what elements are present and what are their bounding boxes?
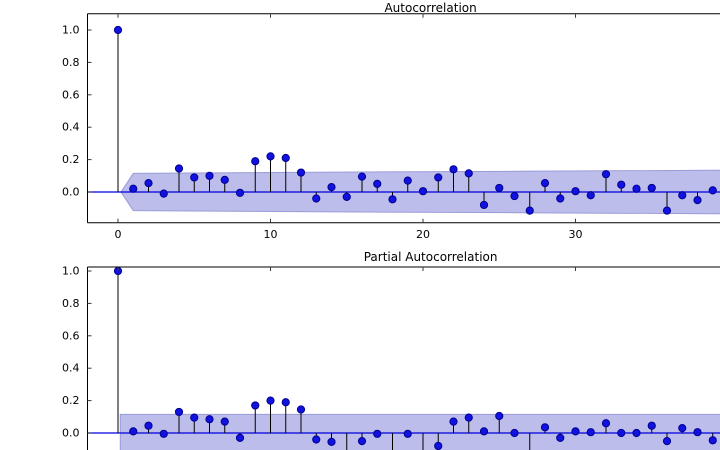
pacf-marker-lag-36 <box>662 437 672 446</box>
pacf-marker-lag-39 <box>708 436 717 445</box>
acf-marker-lag-12 <box>296 168 306 177</box>
pacf-marker-lag-11 <box>281 398 290 407</box>
acf-xtick-label: 0 <box>115 228 122 241</box>
acf-ytick-label: 0.0 <box>62 186 80 199</box>
acf-marker-lag-9 <box>251 157 260 166</box>
pacf-marker-lag-12 <box>296 405 306 414</box>
pacf-marker-lag-1 <box>129 427 138 436</box>
acf-marker-lag-38 <box>693 196 702 205</box>
pacf-marker-lag-9 <box>251 401 260 410</box>
acf-xtick-label: 10 <box>264 228 278 241</box>
acf-ytick-label: 0.8 <box>62 56 80 69</box>
acf-marker-lag-11 <box>281 153 290 163</box>
acf-marker-lag-10 <box>266 152 275 161</box>
acf-marker-lag-5 <box>190 173 199 182</box>
pacf-marker-lag-32 <box>601 419 611 428</box>
acf-xtick-label: 20 <box>416 228 430 241</box>
acf-marker-lag-6 <box>205 171 214 180</box>
pacf-marker-lag-34 <box>632 428 641 438</box>
acf-marker-lag-1 <box>129 184 138 193</box>
acf-xtick-label: 30 <box>569 228 583 241</box>
acf-marker-lag-33 <box>617 180 626 189</box>
pacf-marker-lag-25 <box>495 411 504 421</box>
pacf-ytick-label: 1.0 <box>62 265 80 278</box>
pacf-marker-lag-26 <box>510 428 519 438</box>
acf-marker-lag-29 <box>556 194 565 203</box>
acf-marker-lag-7 <box>220 175 229 184</box>
acf-marker-lag-8 <box>235 188 245 197</box>
acf-marker-lag-25 <box>495 183 504 193</box>
pacf-marker-lag-35 <box>647 421 656 430</box>
acf-marker-lag-39 <box>708 186 717 195</box>
pacf-marker-lag-24 <box>479 427 489 436</box>
pacf-marker-lag-38 <box>693 428 702 437</box>
acf-marker-lag-34 <box>632 184 641 193</box>
pacf-marker-lag-16 <box>357 437 367 446</box>
acf-marker-lag-14 <box>327 183 336 192</box>
acf-marker-lag-18 <box>388 195 397 204</box>
pacf-ytick-label: 0.0 <box>62 427 80 440</box>
acf-marker-lag-19 <box>403 176 412 185</box>
acf-marker-lag-35 <box>647 183 656 193</box>
acf-marker-lag-13 <box>312 194 321 203</box>
pacf-marker-lag-37 <box>678 424 687 433</box>
acf-marker-lag-16 <box>357 172 367 181</box>
acf-marker-lag-26 <box>510 191 519 201</box>
pacf-marker-lag-29 <box>556 433 565 442</box>
acf-ytick-label: 1.0 <box>62 24 80 37</box>
pacf-marker-lag-19 <box>403 429 412 438</box>
pacf-marker-lag-2 <box>144 421 153 430</box>
pacf-marker-lag-4 <box>174 407 184 417</box>
pacf-subplot: 0.0 0.2 0.4 0.6 0.8 1.0 <box>62 265 720 450</box>
pacf-marker-lag-3 <box>159 429 168 438</box>
pacf-marker-lag-31 <box>586 428 595 437</box>
acf-marker-lag-17 <box>373 179 382 188</box>
acf-marker-lag-32 <box>601 170 611 179</box>
acf-marker-lag-23 <box>464 169 473 178</box>
acf-marker-lag-21 <box>434 173 443 182</box>
pacf-marker-lag-28 <box>540 423 550 432</box>
acf-marker-lag-37 <box>678 191 687 200</box>
acf-marker-lag-27 <box>525 206 534 215</box>
acf-marker-lag-2 <box>144 178 153 188</box>
pacf-marker-lag-8 <box>235 433 245 442</box>
acf-marker-lag-36 <box>662 206 672 215</box>
acf-marker-lag-22 <box>449 165 458 174</box>
acf-marker-lag-24 <box>479 200 489 210</box>
acf-title: Autocorrelation <box>384 1 476 15</box>
pacf-ytick-label: 0.8 <box>62 297 80 310</box>
pacf-ytick-label: 0.2 <box>62 394 80 407</box>
pacf-ytick-label: 0.4 <box>62 362 80 375</box>
pacf-marker-lag-17 <box>373 429 382 438</box>
pacf-marker-lag-14 <box>327 437 336 447</box>
pacf-marker-lag-7 <box>220 417 229 426</box>
acf-marker-lag-31 <box>586 191 595 200</box>
pacf-marker-lag-23 <box>464 413 473 422</box>
acf-ytick-label: 0.4 <box>62 121 80 134</box>
pacf-marker-lag-6 <box>205 415 214 424</box>
pacf-marker-lag-21 <box>434 441 443 450</box>
pacf-marker-lag-33 <box>617 428 626 438</box>
acf-marker-lag-28 <box>540 178 550 188</box>
acf-ytick-label: 0.6 <box>62 88 80 101</box>
acf-marker-lag-30 <box>571 187 580 196</box>
pacf-marker-lag-5 <box>190 413 199 422</box>
pacf-title: Partial Autocorrelation <box>364 250 498 264</box>
pacf-marker-lag-30 <box>571 427 580 436</box>
acf-marker-lag-20 <box>418 187 428 196</box>
acf-ytick-label: 0.2 <box>62 153 80 166</box>
acf-subplot: 0 10 20 30 0.0 0.2 0.4 0.6 0.8 1.0 <box>62 13 720 241</box>
pacf-marker-lag-13 <box>312 435 321 444</box>
acf-marker-lag-0 <box>113 25 123 35</box>
acf-marker-lag-3 <box>159 189 168 198</box>
pacf-marker-lag-22 <box>449 417 458 426</box>
acf-marker-lag-15 <box>342 192 351 201</box>
pacf-marker-lag-10 <box>266 396 275 405</box>
pacf-ytick-label: 0.6 <box>62 329 80 342</box>
acf-marker-lag-4 <box>174 164 184 173</box>
